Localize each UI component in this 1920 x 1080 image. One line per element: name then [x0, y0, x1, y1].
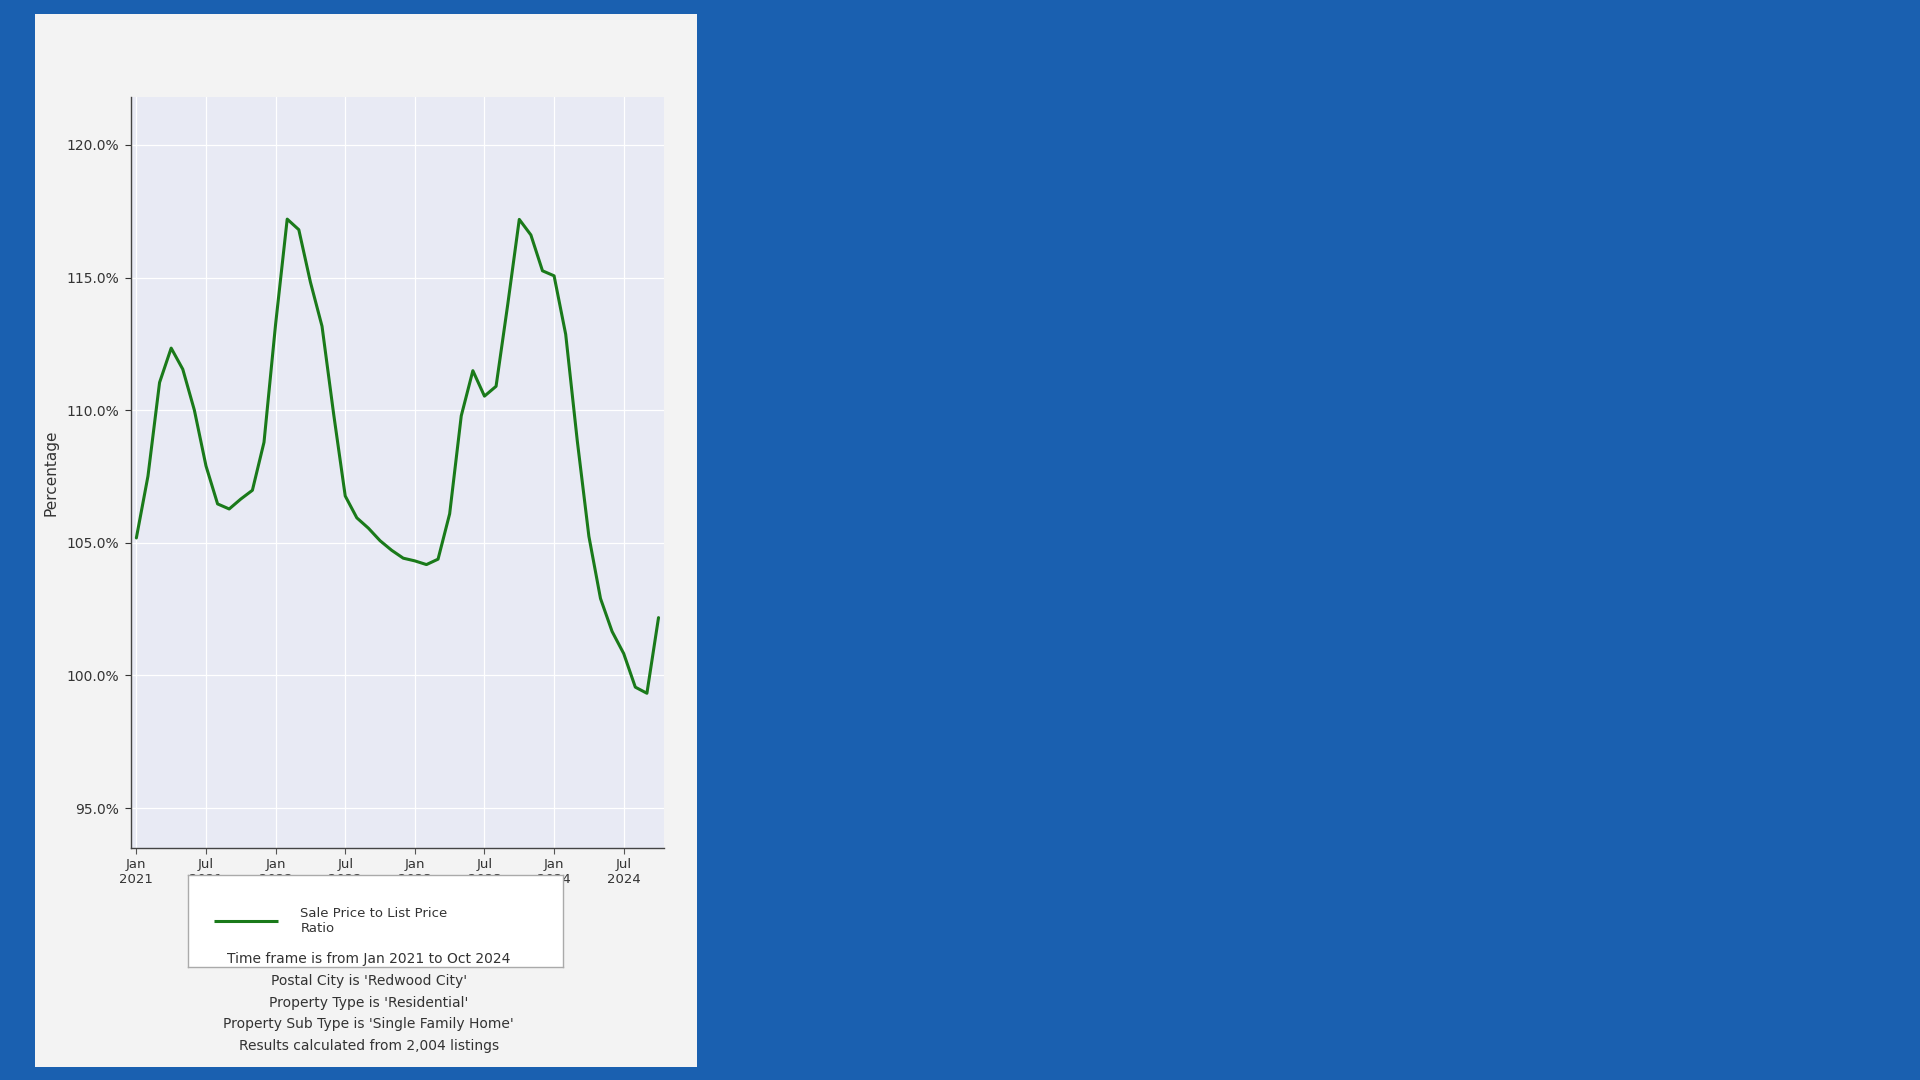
Y-axis label: Percentage: Percentage: [44, 429, 58, 516]
Text: Sale Price to List Price
Ratio: Sale Price to List Price Ratio: [300, 907, 447, 934]
Text: Time frame is from Jan 2021 to Oct 2024
Postal City is 'Redwood City'
Property T: Time frame is from Jan 2021 to Oct 2024 …: [223, 953, 515, 1053]
